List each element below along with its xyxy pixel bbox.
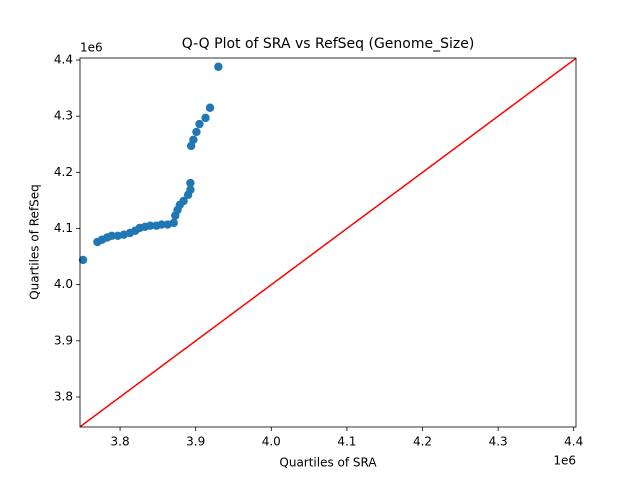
point bbox=[214, 62, 223, 71]
x-tick-label: 3.9 bbox=[186, 435, 205, 449]
x-tick-label: 4.4 bbox=[564, 435, 583, 449]
y-tick-label: 4.0 bbox=[54, 277, 73, 291]
point bbox=[205, 103, 215, 112]
y-tick-label: 4.2 bbox=[54, 165, 73, 179]
y-tick-label: 3.9 bbox=[54, 333, 73, 347]
y-axis-label: Quartiles of RefSeq bbox=[28, 184, 42, 300]
point bbox=[201, 113, 210, 123]
y-tick-label: 4.3 bbox=[54, 109, 73, 123]
point bbox=[195, 119, 204, 129]
y-tick-label: 4.1 bbox=[54, 221, 73, 235]
y-tick-label: 3.8 bbox=[54, 390, 73, 404]
x-offset-label: 1e6 bbox=[553, 454, 576, 468]
point bbox=[107, 231, 116, 241]
x-tick-label: 4.0 bbox=[262, 435, 281, 449]
point bbox=[169, 218, 178, 228]
x-tick-label: 4.2 bbox=[413, 435, 432, 449]
point bbox=[78, 255, 88, 265]
x-tick-label: 4.1 bbox=[337, 435, 356, 449]
x-axis-label: Quartiles of SRA bbox=[279, 456, 377, 470]
plot-frame bbox=[79, 57, 577, 428]
point bbox=[157, 220, 166, 229]
point bbox=[186, 178, 195, 188]
x-tick-label: 4.3 bbox=[489, 435, 508, 449]
point bbox=[189, 135, 198, 144]
point bbox=[192, 127, 201, 137]
y-tick-label: 4.4 bbox=[54, 53, 73, 67]
point bbox=[146, 221, 155, 230]
point bbox=[179, 196, 188, 206]
x-tick-label: 3.8 bbox=[111, 435, 130, 449]
point bbox=[186, 185, 195, 194]
reference-line bbox=[80, 58, 576, 427]
chart-title: Q-Q Plot of SRA vs RefSeq (Genome_Size) bbox=[182, 36, 475, 52]
y-offset-label: 1e6 bbox=[80, 41, 103, 55]
